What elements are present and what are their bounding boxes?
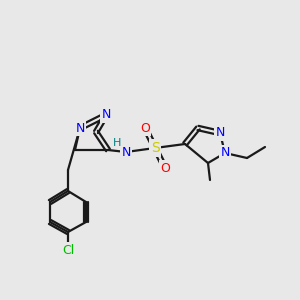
Text: S: S [151, 141, 159, 155]
Text: H: H [113, 138, 121, 148]
Text: O: O [140, 122, 150, 134]
Text: O: O [160, 161, 170, 175]
Text: H: H [113, 138, 121, 148]
Text: N: N [101, 109, 111, 122]
Text: Cl: Cl [62, 244, 74, 256]
Text: N: N [215, 127, 225, 140]
Text: N: N [220, 146, 230, 160]
Text: N: N [75, 122, 85, 134]
Text: N: N [121, 146, 131, 158]
